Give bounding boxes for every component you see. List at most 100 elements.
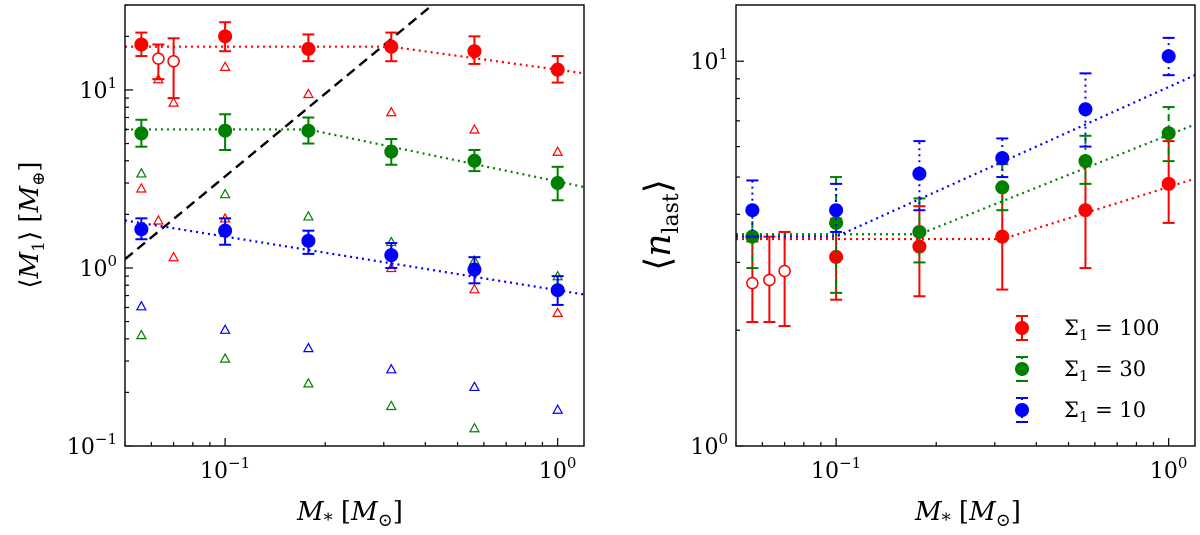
right-series-3-data-point <box>912 166 927 181</box>
left-y-axis-label: ⟨M1⟩ [M⊕] <box>15 161 49 288</box>
left-series-2-data-point <box>384 144 399 159</box>
left-series-3-triangle-marker <box>385 363 397 374</box>
right-x-tick-exp: −1 <box>839 454 861 472</box>
left-series-2-data-point <box>134 126 149 141</box>
legend-entry-1-marker <box>1015 321 1029 335</box>
left-series-1-data-point <box>301 41 316 56</box>
right-series-1-open-point <box>746 276 759 290</box>
left-series-3-data-point <box>301 233 316 248</box>
left-y-tick-exp: 1 <box>107 74 117 92</box>
legend-entry-1-symbol: Σ <box>1064 316 1079 340</box>
left-plot-area <box>125 5 584 433</box>
left-series-3-fit-line <box>125 219 584 296</box>
right-series-1-open-point <box>778 264 791 278</box>
left-series-1-data-point <box>384 39 399 54</box>
left-series-1-data-point <box>550 62 565 77</box>
left-x-tick-base: 10 <box>200 459 228 484</box>
right-series-3-data-point <box>1161 49 1176 64</box>
left-series-2-triangle-marker <box>302 210 314 221</box>
right-series-2-data-point <box>1161 126 1176 141</box>
right-axes-frame <box>735 4 1196 447</box>
right-y-axis-label: ⟨nlast⟩ <box>638 179 684 271</box>
legend-entry-1-sub: 1 <box>1079 326 1089 344</box>
left-series-3-data-point <box>384 248 399 263</box>
left-series-2-triangle-marker <box>302 377 314 388</box>
right-series-2-fit-line <box>736 123 1195 236</box>
right-y-tick-exp: 1 <box>718 45 728 63</box>
legend-entry-2-sub: 1 <box>1079 367 1089 385</box>
left-series-2-triangle-marker <box>135 329 147 340</box>
legend-entry-1-value: = 100 <box>1088 316 1159 340</box>
right-plot-area <box>736 36 1195 328</box>
left-series-1-triangle-marker <box>552 307 564 318</box>
left-y-tick-exp: 0 <box>107 252 117 270</box>
left-series-3-data-point <box>550 283 565 298</box>
left-series-3-triangle-marker <box>468 381 480 392</box>
left-y-tick-label: 101 <box>79 74 117 104</box>
right-x-tick-label: 10−1 <box>811 454 861 484</box>
right-series-2-data-point <box>1078 154 1093 169</box>
right-x-axis-label: M* [M⊙] <box>914 497 1021 531</box>
left-series-1-triangle-marker <box>219 61 231 71</box>
right-x-tick-base: 10 <box>811 459 839 484</box>
left-series-2-triangle-marker <box>468 422 480 433</box>
left-series-1-triangle-marker <box>468 283 480 294</box>
right-series-group <box>736 36 1195 328</box>
right-series-2-data-point <box>912 224 927 239</box>
right-series-3-fit-line <box>736 74 1195 238</box>
left-series-2-triangle-marker <box>219 188 231 199</box>
left-series-2-data-point <box>550 176 565 191</box>
right-x-tick-label: 100 <box>1150 454 1188 484</box>
left-series-1-triangle-marker <box>552 145 564 156</box>
right-series-3-data-point <box>829 203 844 218</box>
right-y-tick-base: 10 <box>690 50 718 75</box>
right-y-tick-exp: 0 <box>718 430 728 448</box>
legend-entry-3-sub: 1 <box>1079 408 1089 426</box>
right-series-2-data-point <box>995 180 1010 195</box>
right-series-3-data-point <box>745 203 760 218</box>
left-y-tick-base: 10 <box>79 257 107 282</box>
right-series-3-data-point <box>995 151 1010 166</box>
left-series-3-triangle-marker <box>219 323 231 334</box>
right-series-1-open-point <box>763 273 776 287</box>
left-series-group <box>125 5 584 433</box>
left-series-3-triangle-marker <box>302 342 314 353</box>
left-axes-frame <box>124 4 585 447</box>
left-series-1-data-point <box>218 29 233 44</box>
left-series-3-data-point <box>467 262 482 277</box>
legend-entry-2-symbol: Σ <box>1064 357 1079 381</box>
left-series-1-open-point <box>152 52 165 65</box>
left-series-1-data-point <box>467 44 482 59</box>
right-series-1-data-point <box>995 229 1010 244</box>
right-series-3-data-point <box>1078 102 1093 117</box>
legend-entry-3-label: Σ1 = 10 <box>1064 398 1146 426</box>
right-series-1-fit-line <box>736 177 1195 241</box>
left-series-1-triangle-marker <box>468 123 480 134</box>
left-x-tick-label: 10−1 <box>200 454 250 484</box>
right-y-tick-label: 100 <box>690 430 728 460</box>
left-series-1-triangle-marker <box>168 251 180 262</box>
left-y-tick-label: 10−1 <box>67 430 117 460</box>
left-reference-line <box>125 5 434 261</box>
left-y-tick-label: 100 <box>79 252 117 282</box>
left-series-3-triangle-marker <box>135 300 147 311</box>
left-x-tick-exp: −1 <box>228 454 250 472</box>
left-series-2-fit-line <box>125 128 584 189</box>
left-series-3-triangle-marker <box>552 403 564 414</box>
left-series-2-data-point <box>467 153 482 168</box>
left-series-3-data-point <box>218 223 233 238</box>
legend-entry-3-marker <box>1015 403 1029 417</box>
right-x-tick-exp: 0 <box>1178 454 1188 472</box>
legend-entry-2-value: = 30 <box>1088 357 1146 381</box>
legend-entry-2-marker <box>1015 362 1029 376</box>
left-series-1-data-point <box>134 37 149 52</box>
left-x-tick-label: 100 <box>539 454 577 484</box>
right-series-2-data-point <box>829 215 844 230</box>
left-x-axis-label: M* [M⊙] <box>296 497 403 531</box>
right-x-tick-base: 10 <box>1150 459 1178 484</box>
